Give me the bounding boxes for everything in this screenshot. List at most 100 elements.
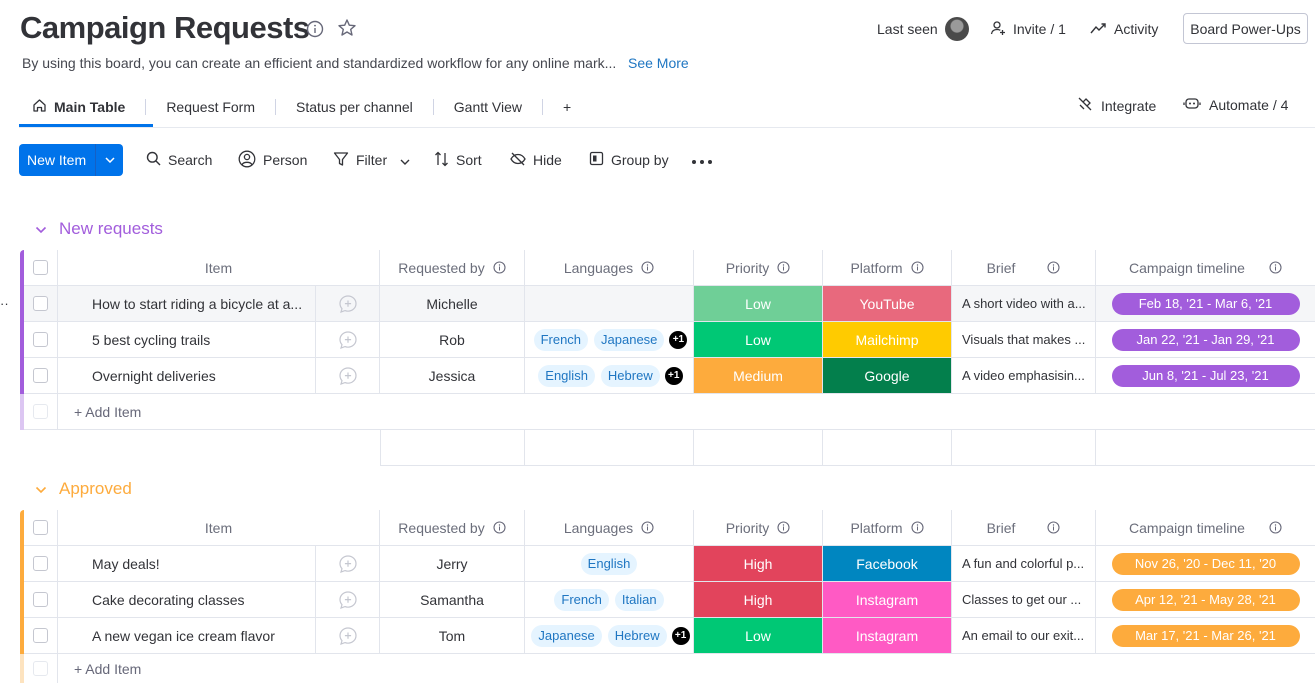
group-title[interactable]: Approved [59, 479, 132, 498]
board-title[interactable]: Campaign Requests [20, 10, 310, 45]
platform-status-cell[interactable]: Facebook [823, 546, 952, 582]
requested-by-cell[interactable]: Samantha [380, 582, 525, 618]
star-icon[interactable] [337, 18, 357, 43]
language-tag[interactable]: French [554, 588, 609, 611]
timeline-pill[interactable]: Nov 26, '20 - Dec 11, '20 [1111, 552, 1300, 575]
timeline-cell[interactable]: Feb 18, '21 - Mar 6, '21 [1096, 286, 1315, 322]
row-checkbox[interactable] [33, 296, 48, 311]
column-header-platform[interactable]: Platform [823, 510, 952, 546]
info-icon[interactable] [1047, 261, 1060, 274]
language-tag[interactable]: Japanese [594, 328, 665, 351]
chevron-down-icon[interactable] [35, 219, 47, 239]
table-row[interactable]: May deals! Jerry English High Facebook A… [20, 546, 1315, 582]
timeline-cell[interactable]: Jan 22, '21 - Jan 29, '21 [1096, 322, 1315, 358]
last-seen-button[interactable]: Last seen [877, 17, 969, 41]
brief-cell[interactable]: A short video with a... [952, 286, 1096, 322]
info-icon[interactable] [911, 261, 924, 274]
add-view-button[interactable]: + [563, 99, 572, 115]
add-update-cell[interactable] [316, 358, 380, 394]
item-name-cell[interactable]: 5 best cycling trails [58, 322, 316, 358]
row-select-cell[interactable] [24, 286, 58, 322]
add-update-icon[interactable] [338, 554, 358, 574]
priority-status-cell[interactable]: High [694, 546, 823, 582]
timeline-pill[interactable]: Mar 17, '21 - Mar 26, '21 [1111, 624, 1300, 647]
priority-status-cell[interactable]: Medium [694, 358, 823, 394]
tab-status-per-channel[interactable]: Status per channel [296, 99, 413, 115]
brief-cell[interactable]: An email to our exit... [952, 618, 1096, 654]
table-row[interactable]: How to start riding a bicycle at a... Mi… [20, 286, 1315, 322]
priority-status-cell[interactable]: Low [694, 618, 823, 654]
row-checkbox[interactable] [33, 592, 48, 607]
language-tag[interactable]: English [580, 552, 638, 575]
priority-status-cell[interactable]: Low [694, 322, 823, 358]
column-header-item[interactable]: Item [58, 510, 380, 546]
table-row[interactable]: Overnight deliveries Jessica English Heb… [20, 358, 1315, 394]
platform-status-cell[interactable]: Google [823, 358, 952, 394]
item-name-cell[interactable]: A new vegan ice cream flavor [58, 618, 316, 654]
tab-request-form[interactable]: Request Form [166, 99, 256, 115]
requested-by-cell[interactable]: Jessica [380, 358, 525, 394]
row-select-cell[interactable] [24, 358, 58, 394]
chevron-down-icon[interactable] [35, 479, 47, 499]
tab-gantt-view[interactable]: Gantt View [453, 99, 522, 115]
info-icon[interactable] [306, 20, 324, 43]
see-more-link[interactable]: See More [628, 55, 689, 71]
info-icon[interactable] [777, 521, 790, 534]
requested-by-cell[interactable]: Tom [380, 618, 525, 654]
add-update-icon[interactable] [338, 330, 358, 350]
timeline-pill[interactable]: Jan 22, '21 - Jan 29, '21 [1111, 328, 1300, 351]
priority-status-cell[interactable]: High [694, 582, 823, 618]
platform-status-cell[interactable]: Instagram [823, 618, 952, 654]
automate-button[interactable]: Automate / 4 [1183, 96, 1288, 113]
more-options-button[interactable] [691, 149, 713, 171]
column-header-languages[interactable]: Languages [525, 510, 694, 546]
row-checkbox[interactable] [33, 332, 48, 347]
column-header-timeline[interactable]: Campaign timeline [1096, 250, 1315, 286]
activity-button[interactable]: Activity [1090, 18, 1158, 40]
requested-by-cell[interactable]: Rob [380, 322, 525, 358]
info-icon[interactable] [493, 261, 506, 274]
item-name-cell[interactable]: Cake decorating classes [58, 582, 316, 618]
sort-button[interactable]: Sort [434, 149, 482, 171]
requested-by-cell[interactable]: Michelle [380, 286, 525, 322]
info-icon[interactable] [1269, 261, 1282, 274]
add-item-input[interactable]: + Add Item [58, 394, 1315, 430]
timeline-cell[interactable]: Jun 8, '21 - Jul 23, '21 [1096, 358, 1315, 394]
item-name-cell[interactable]: How to start riding a bicycle at a... [58, 286, 316, 322]
language-tag[interactable]: Hebrew [607, 624, 667, 647]
table-row[interactable]: A new vegan ice cream flavor Tom Japanes… [20, 618, 1315, 654]
brief-cell[interactable]: Classes to get our ... [952, 582, 1096, 618]
more-languages-badge[interactable]: +1 [671, 626, 690, 645]
platform-status-cell[interactable]: YouTube [823, 286, 952, 322]
brief-cell[interactable]: A video emphasisin... [952, 358, 1096, 394]
more-languages-badge[interactable]: +1 [669, 330, 688, 349]
item-name-cell[interactable]: Overnight deliveries [58, 358, 316, 394]
column-header-priority[interactable]: Priority [694, 250, 823, 286]
language-tag[interactable]: French [533, 328, 589, 351]
add-update-icon[interactable] [338, 294, 358, 314]
row-select-cell[interactable] [24, 546, 58, 582]
chevron-down-icon[interactable] [96, 157, 123, 163]
more-languages-badge[interactable]: +1 [664, 366, 683, 385]
person-filter-button[interactable]: Person [238, 149, 307, 171]
languages-cell[interactable]: French Japanese +1 [525, 322, 694, 358]
column-header-platform[interactable]: Platform [823, 250, 952, 286]
row-menu-dots-icon[interactable]: ·· [0, 296, 9, 311]
timeline-pill[interactable]: Apr 12, '21 - May 28, '21 [1111, 588, 1300, 611]
platform-status-cell[interactable]: Mailchimp [823, 322, 952, 358]
row-select-cell[interactable] [24, 582, 58, 618]
column-header-priority[interactable]: Priority [694, 510, 823, 546]
column-header-brief[interactable]: Brief [952, 510, 1096, 546]
row-select-cell[interactable] [24, 618, 58, 654]
group-title[interactable]: New requests [59, 219, 163, 238]
chevron-down-icon[interactable] [400, 152, 410, 168]
tab-main-table[interactable]: Main Table [20, 96, 137, 118]
add-update-cell[interactable] [316, 546, 380, 582]
languages-cell[interactable]: English [525, 546, 694, 582]
column-header-languages[interactable]: Languages [525, 250, 694, 286]
add-item-row[interactable]: + Add Item [20, 394, 1315, 430]
platform-status-cell[interactable]: Instagram [823, 582, 952, 618]
info-icon[interactable] [777, 261, 790, 274]
row-select-cell[interactable] [24, 322, 58, 358]
add-update-cell[interactable] [316, 582, 380, 618]
